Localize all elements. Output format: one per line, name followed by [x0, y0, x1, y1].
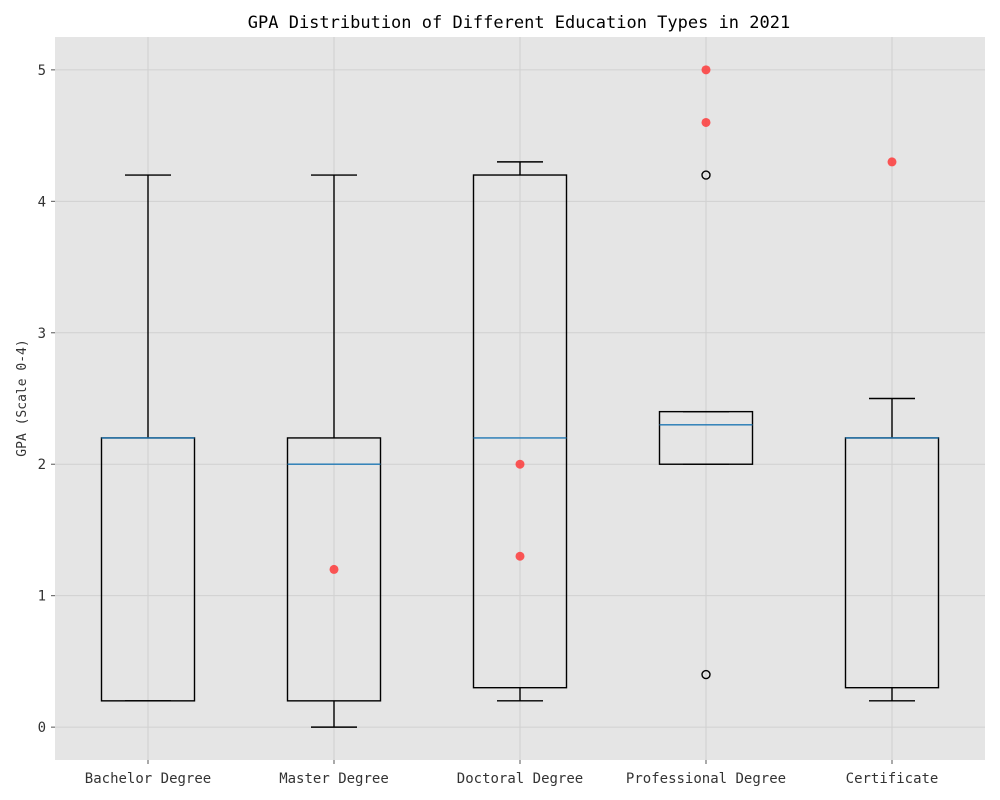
- y-tick-label: 4: [38, 194, 46, 210]
- highlighted-point: [329, 564, 339, 574]
- axes: 0 1 2 3 4 5 Bachelor Degree Master Degree Doctor…: [38, 63, 939, 787]
- chart-title: GPA Distribution of Different Education …: [248, 13, 790, 33]
- x-tick-label: Doctoral Degree: [457, 771, 583, 787]
- y-axis-label: GPA (Scale 0-4): [15, 339, 30, 456]
- y-tick-label: 1: [38, 589, 46, 605]
- box-bachelor-degree: [100, 174, 196, 702]
- box-doctoral-degree: [472, 161, 568, 702]
- highlighted-point: [701, 65, 711, 75]
- y-tick-label: 0: [38, 720, 46, 736]
- highlighted-point: [701, 117, 711, 127]
- x-tick-label: Professional Degree: [626, 771, 786, 787]
- y-tick-label: 2: [38, 457, 46, 473]
- box-iqr: [658, 410, 754, 465]
- box-master-degree: [286, 174, 382, 728]
- box-iqr: [286, 437, 382, 702]
- box-iqr: [472, 174, 568, 689]
- box-series: [100, 161, 940, 728]
- flier-point: [701, 170, 711, 180]
- highlighted-point: [515, 551, 525, 561]
- box-certificate: [844, 397, 940, 702]
- x-tick-label: Bachelor Degree: [85, 771, 211, 787]
- y-tick-label: 3: [38, 326, 46, 342]
- x-tick-label: Master Degree: [279, 771, 389, 787]
- y-tick-label: 5: [38, 63, 46, 79]
- highlighted-points: [329, 65, 897, 574]
- highlighted-point: [887, 157, 897, 167]
- flier-point: [701, 669, 711, 680]
- x-tick-label: Certificate: [846, 771, 939, 787]
- box-professional-degree: [658, 170, 754, 680]
- highlighted-point: [515, 459, 525, 469]
